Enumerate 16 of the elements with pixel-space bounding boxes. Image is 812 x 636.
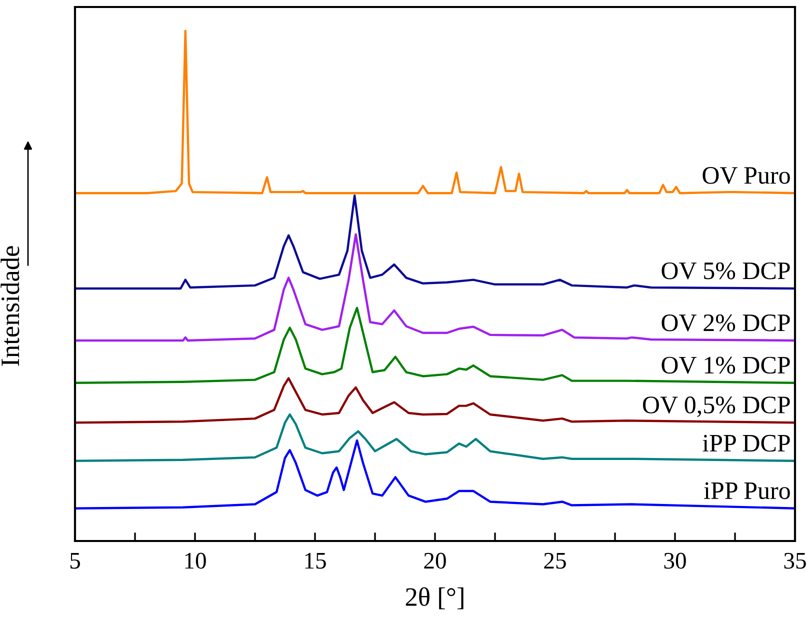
x-tick-label: 5 bbox=[70, 553, 80, 569]
x-axis-title: 2θ [°] bbox=[406, 587, 464, 610]
y-axis-title: Intensidade bbox=[0, 246, 20, 366]
x-tick-label: 25 bbox=[544, 552, 566, 569]
x-tick-label: 20 bbox=[424, 552, 446, 569]
x-tick-label: 15 bbox=[305, 552, 326, 569]
series-label: iPP DCP bbox=[702, 434, 790, 452]
series-label: OV 0,5% DCP bbox=[642, 396, 790, 418]
x-tick-label: 30 bbox=[664, 552, 686, 569]
series-label: OV 1% DCP bbox=[662, 356, 790, 374]
series-label: OV 2% DCP bbox=[662, 314, 790, 332]
series-label: OV 5% DCP bbox=[662, 262, 790, 280]
series-label: OV Puro bbox=[702, 167, 790, 184]
series-label: iPP Puro bbox=[704, 482, 790, 500]
x-tick-label: 10 bbox=[185, 552, 206, 569]
x-tick-label: 35 bbox=[784, 552, 806, 569]
